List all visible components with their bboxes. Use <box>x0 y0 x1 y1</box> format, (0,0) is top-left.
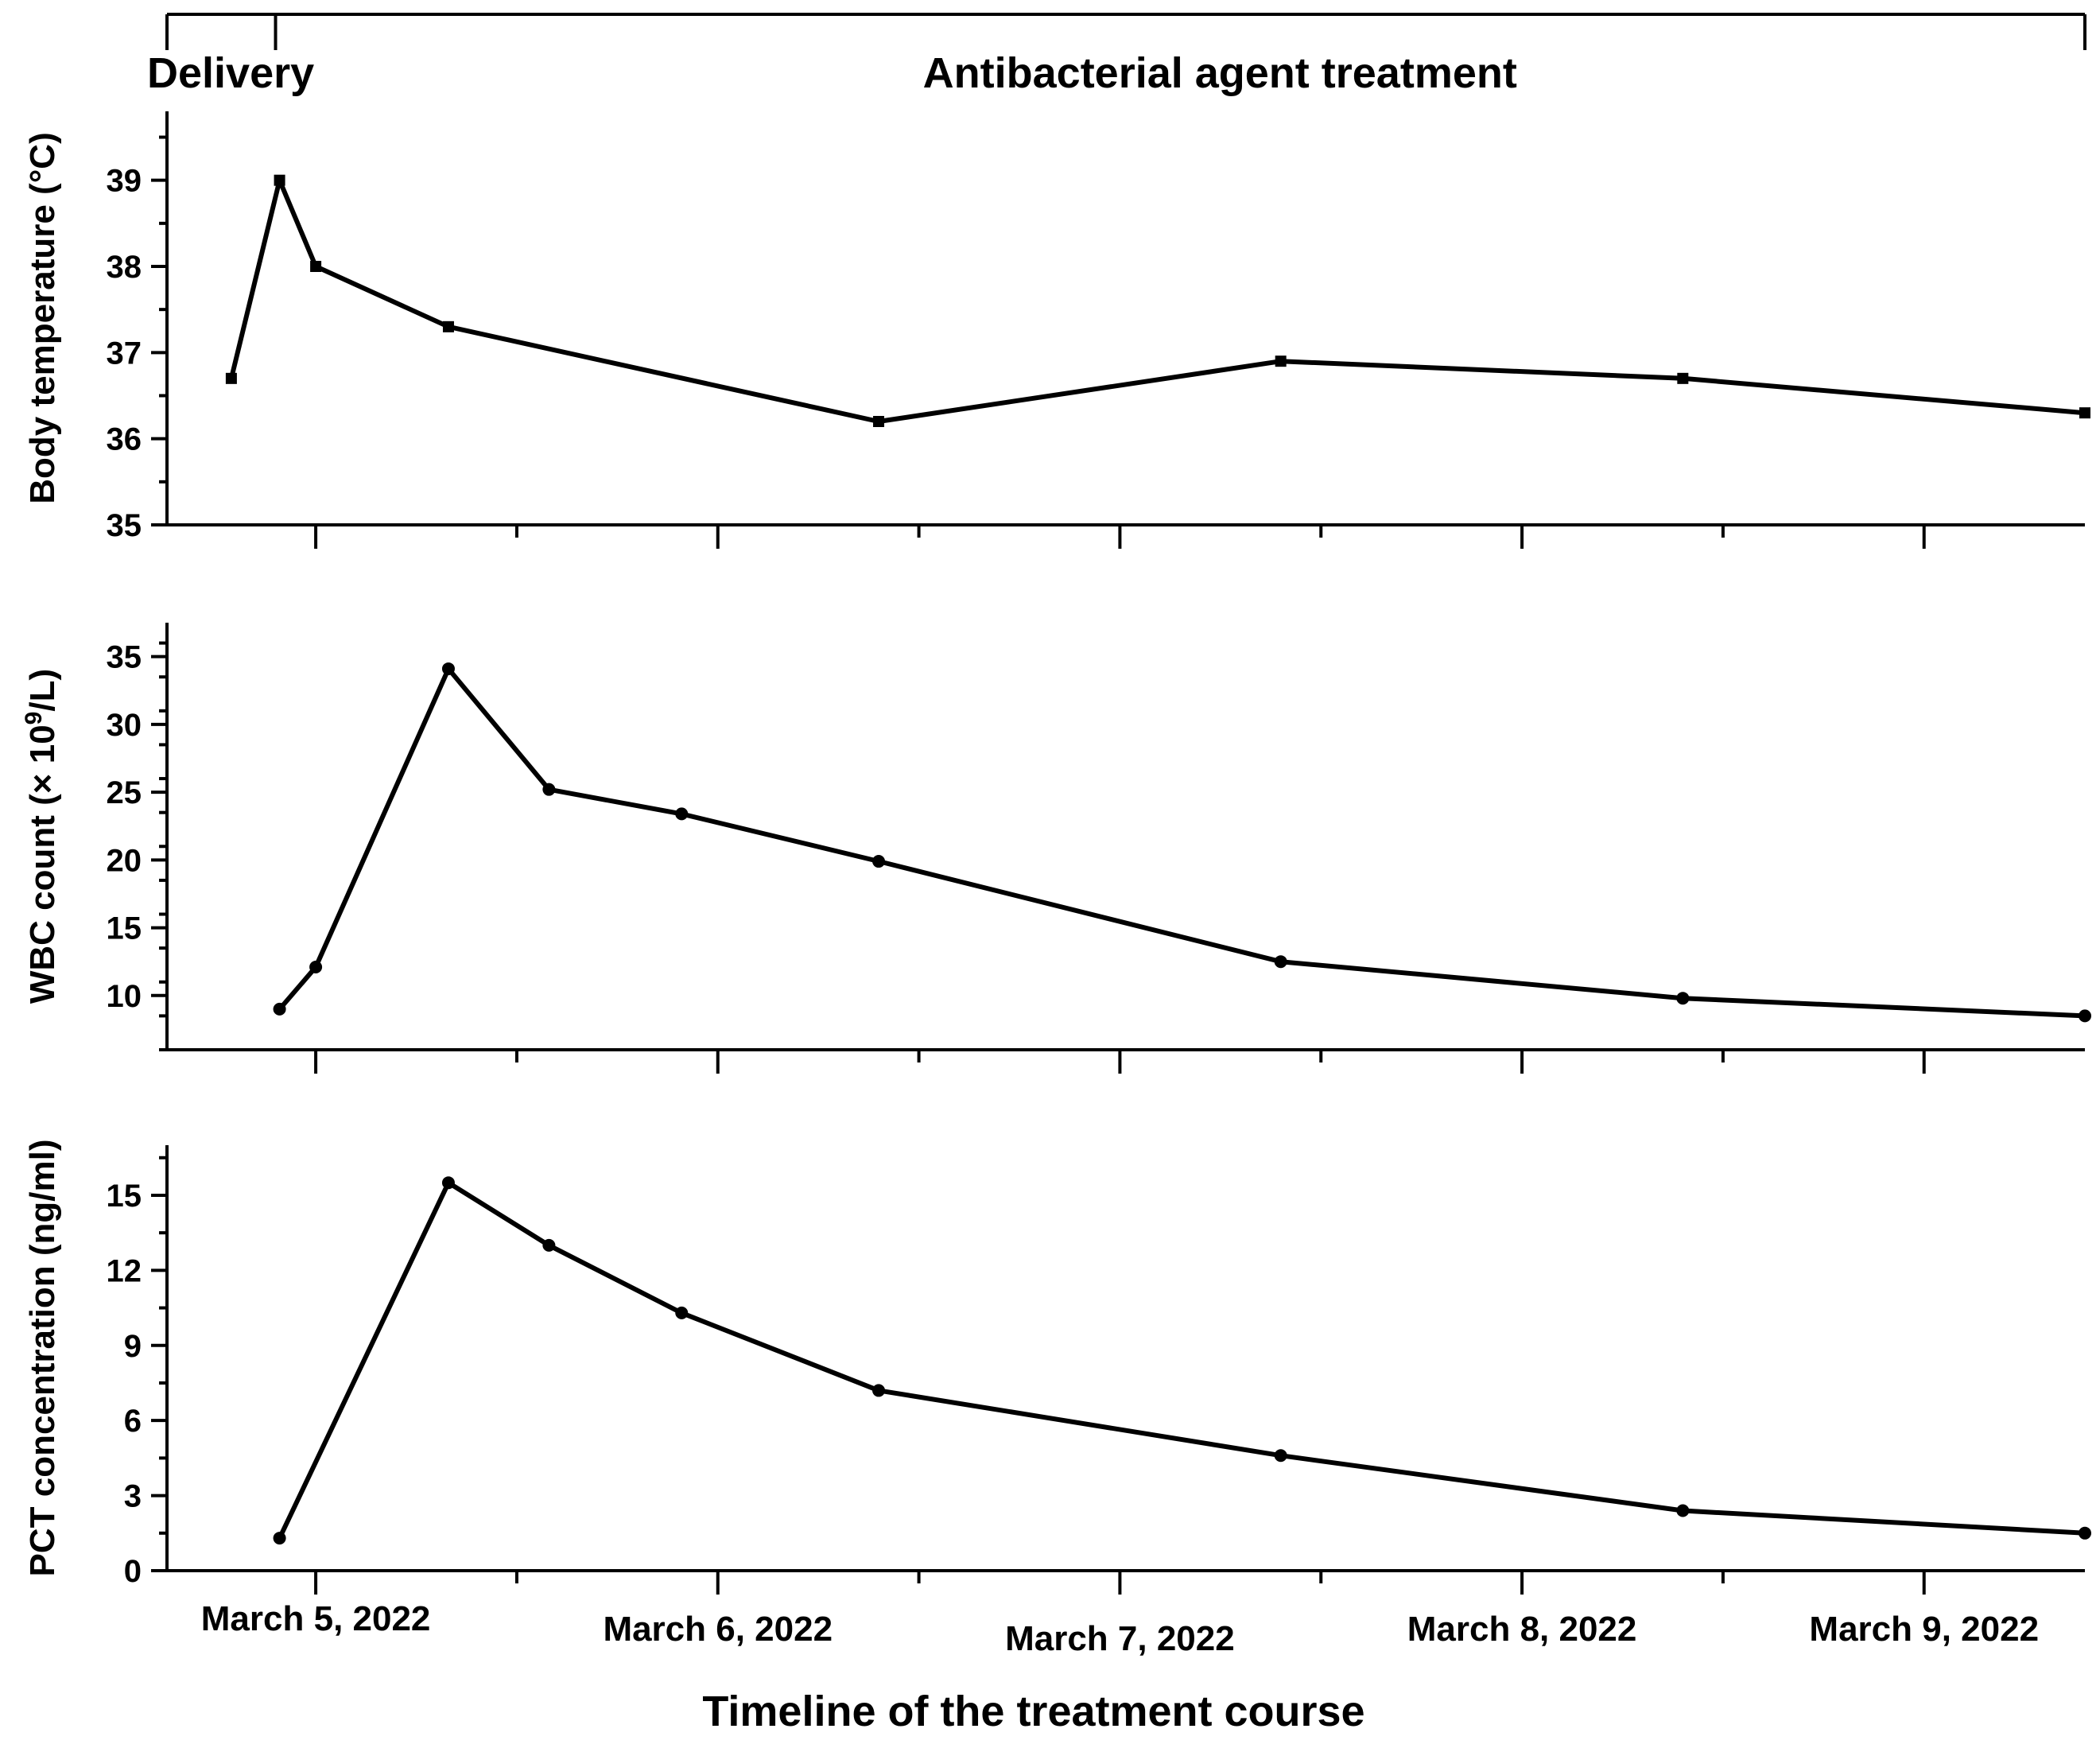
x-date-label: March 8, 2022 <box>1407 1610 1637 1649</box>
wbc-data-point <box>542 783 556 796</box>
temperature-y-tick-label: 38 <box>107 250 142 285</box>
temperature-y-tick-label: 39 <box>107 164 142 199</box>
temperature-series-line <box>228 177 2086 424</box>
wbc-data-point <box>309 961 323 974</box>
wbc-series-line <box>278 666 2086 1019</box>
pct-data-point <box>1274 1449 1287 1463</box>
temperature-y-axis-label-text: Body temperature (°C) <box>23 132 62 503</box>
temperature-data-point <box>1677 372 1689 384</box>
temperature-data-point <box>1275 355 1287 367</box>
pct-y-tick-label: 15 <box>107 1179 142 1214</box>
x-date-label: March 7, 2022 <box>1005 1619 1235 1658</box>
wbc-data-point <box>273 1002 286 1016</box>
pct-y-tick-label: 0 <box>124 1554 142 1589</box>
pct-data-point <box>1676 1504 1690 1517</box>
panel-wbc: 10 15 20 25 30 35 WBC count (× 109/L) <box>21 623 2091 1074</box>
x-axis-title: Timeline of the treatment course <box>702 1688 1364 1735</box>
wbc-data-point <box>441 662 455 675</box>
treatment-label: Antibacterial agent treatment <box>923 49 1517 97</box>
temperature-data-point <box>442 320 454 332</box>
timeline-bar: Delivery Antibacterial agent treatment <box>147 13 2086 97</box>
temperature-data-point <box>2079 407 2090 419</box>
wbc-y-tick-label: 15 <box>107 911 142 946</box>
wbc-y-axis-label-tail: /L) <box>23 669 62 712</box>
pct-y-tick-label: 6 <box>124 1404 142 1439</box>
pct-y-tick-label: 12 <box>107 1253 142 1288</box>
temperature-data-point <box>873 416 885 427</box>
temperature-data-point <box>225 372 237 384</box>
wbc-data-point <box>872 855 886 868</box>
pct-data-point <box>273 1532 286 1545</box>
wbc-y-axis-label: WBC count (× 109/L) <box>21 669 63 1004</box>
pct-series-line <box>277 1180 2086 1540</box>
x-date-label: March 6, 2022 <box>603 1610 833 1649</box>
pct-y-axis-label-text: PCT concentration (ng/ml) <box>23 1140 62 1577</box>
delivery-label: Delivery <box>147 49 314 97</box>
wbc-data-point <box>2079 1009 2091 1023</box>
wbc-data-point <box>1676 992 1690 1005</box>
temperature-y-tick-label: 36 <box>107 422 142 457</box>
pct-data-point <box>675 1306 689 1319</box>
wbc-y-tick-label: 30 <box>107 708 142 743</box>
pct-data-point <box>441 1176 455 1190</box>
pct-data-point <box>872 1384 886 1397</box>
wbc-data-point <box>675 807 689 821</box>
pct-y-tick-label: 3 <box>124 1479 142 1514</box>
wbc-y-tick-label: 25 <box>107 775 142 810</box>
panel-temperature: 35 36 37 38 39 Body temperature (°C) <box>23 111 2090 549</box>
wbc-y-tick-label: 35 <box>107 640 142 675</box>
temperature-data-point <box>310 261 322 272</box>
pct-data-point <box>2079 1526 2091 1540</box>
pct-y-tick-label: 9 <box>124 1329 142 1364</box>
pct-y-axis-label: PCT concentration (ng/ml) <box>23 1140 62 1577</box>
temperature-y-tick-label: 35 <box>107 508 142 543</box>
panel-pct: 0 3 6 9 12 15 PCT concentration (ng/ml) <box>23 1140 2091 1595</box>
wbc-data-point <box>1274 955 1287 969</box>
wbc-y-axis-label-sup: 9 <box>21 712 47 725</box>
pct-data-point <box>542 1238 556 1252</box>
x-date-label: March 9, 2022 <box>1809 1610 2039 1649</box>
temperature-y-tick-label: 37 <box>107 336 142 371</box>
wbc-y-axis-label-text: WBC count (× 10 <box>23 724 62 1004</box>
temperature-y-axis-label: Body temperature (°C) <box>23 132 62 503</box>
wbc-y-tick-label: 20 <box>107 843 142 878</box>
wbc-y-tick-label: 10 <box>107 979 142 1014</box>
temperature-data-point <box>274 174 285 186</box>
x-date-label: March 5, 2022 <box>201 1599 431 1638</box>
